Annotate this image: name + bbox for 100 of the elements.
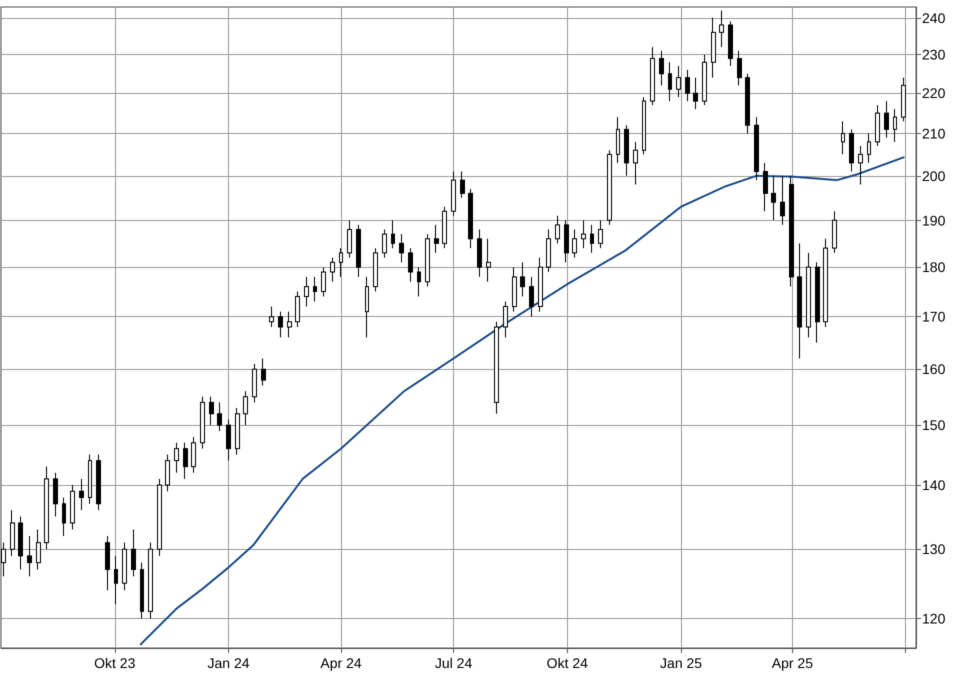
candlestick xyxy=(304,276,309,308)
candlestick xyxy=(18,516,23,570)
y-tick-label: 200 xyxy=(922,168,946,184)
candlestick xyxy=(131,528,136,577)
candlestick xyxy=(841,120,845,155)
candlestick xyxy=(235,408,240,456)
candlestick xyxy=(858,145,863,186)
candlestick xyxy=(417,266,421,298)
candlestick xyxy=(460,170,465,198)
candlestick xyxy=(200,396,205,450)
candlestick xyxy=(538,257,543,312)
candlestick xyxy=(642,96,646,155)
y-tick-label: 130 xyxy=(922,541,946,558)
candlestick xyxy=(174,442,179,474)
candlestick xyxy=(607,150,612,226)
candlestick xyxy=(165,454,170,492)
y-tick-label: 210 xyxy=(922,126,946,142)
candlestick xyxy=(408,248,413,282)
candlestick xyxy=(365,276,369,338)
candlestick xyxy=(434,224,439,254)
candlestick xyxy=(477,228,482,278)
candlestick xyxy=(702,54,707,106)
candlestick xyxy=(10,510,15,556)
candlestick xyxy=(581,220,586,249)
candlestick xyxy=(737,50,742,86)
y-tick-label: 120 xyxy=(922,610,946,627)
candlestick xyxy=(512,266,517,312)
candlestick xyxy=(711,17,716,78)
candlestick xyxy=(347,220,352,258)
x-tick-label: Apr 25 xyxy=(772,655,814,671)
candlestick xyxy=(140,562,144,620)
candlestick xyxy=(797,242,802,359)
candlestick xyxy=(685,69,690,102)
y-tick-label: 140 xyxy=(922,476,946,493)
candlestick xyxy=(849,128,854,172)
candlestick xyxy=(252,363,257,403)
candlestick xyxy=(555,215,560,244)
candlestick xyxy=(546,228,551,272)
candlestick xyxy=(598,220,603,249)
candlestick xyxy=(356,224,361,278)
candlestick xyxy=(278,311,283,338)
candlestick xyxy=(157,478,162,556)
y-tick-label: 240 xyxy=(922,10,946,26)
candlestick xyxy=(823,238,828,328)
candlestick xyxy=(27,535,32,577)
candlestick xyxy=(815,262,820,344)
candlestick xyxy=(226,418,231,462)
candlestick xyxy=(616,116,620,164)
candlestick xyxy=(442,206,447,249)
candlestick xyxy=(771,175,776,221)
y-tick-label: 220 xyxy=(922,85,946,102)
x-tick-label: Apr 24 xyxy=(320,655,362,671)
x-tick-label: Jan 24 xyxy=(207,655,250,671)
y-tick-label: 160 xyxy=(922,361,946,378)
candlestick xyxy=(763,162,768,212)
candlestick xyxy=(79,478,84,511)
candlestick xyxy=(191,436,196,474)
candlestick xyxy=(88,454,92,504)
candlestick xyxy=(105,535,110,591)
candlestick xyxy=(893,108,897,142)
candlestick xyxy=(659,50,664,86)
candlestick xyxy=(330,257,335,282)
y-tick-label: 190 xyxy=(922,212,946,228)
candlestick xyxy=(468,188,473,249)
candlestick xyxy=(789,175,794,288)
candlestick xyxy=(70,484,75,530)
line-series xyxy=(140,156,905,646)
candlestick xyxy=(382,228,387,258)
x-tick-label: Okt 23 xyxy=(94,655,136,671)
candlestick xyxy=(321,266,326,298)
candlestick xyxy=(261,358,266,386)
candlestick xyxy=(693,77,698,110)
candlestick xyxy=(399,234,404,263)
candlestick xyxy=(884,100,889,138)
candlestick xyxy=(668,62,672,102)
candlestick xyxy=(96,454,101,511)
candlestick xyxy=(486,238,491,282)
candlestick xyxy=(503,301,508,338)
candlestick xyxy=(313,276,317,302)
candlestick xyxy=(53,472,58,518)
candlestick xyxy=(901,77,906,122)
candlestick xyxy=(676,66,681,98)
candlestick xyxy=(217,402,222,432)
candlestick xyxy=(832,210,837,254)
candlestick xyxy=(529,276,534,318)
candlestick xyxy=(183,442,188,480)
candlestick xyxy=(754,116,759,181)
candlestick xyxy=(114,555,118,605)
candlestick xyxy=(494,321,499,414)
candlestick xyxy=(122,542,127,591)
candlestick xyxy=(425,234,430,288)
candlestick xyxy=(520,262,525,298)
candlestick xyxy=(633,141,638,186)
candlestick xyxy=(243,390,248,426)
candlestick xyxy=(391,220,395,249)
y-tick-label: 230 xyxy=(922,46,946,63)
candlestick xyxy=(867,133,871,164)
candlestick xyxy=(148,542,153,620)
candlestick xyxy=(62,496,66,536)
candlestick xyxy=(624,124,629,176)
